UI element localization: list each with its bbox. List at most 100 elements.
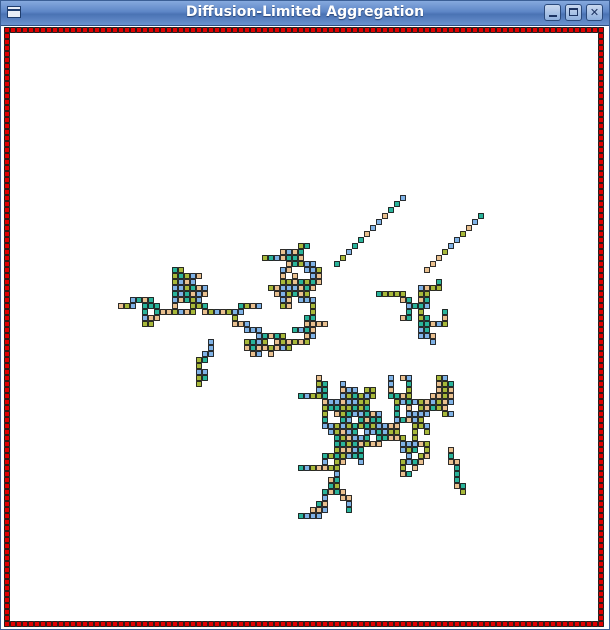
border-cell: [64, 27, 70, 33]
particle-cell: [328, 489, 334, 495]
maximize-button[interactable]: [565, 4, 582, 21]
close-button[interactable]: ✕: [586, 4, 603, 21]
border-cell: [346, 621, 352, 627]
border-cell: [532, 621, 538, 627]
particle-cell: [448, 381, 454, 387]
particle-cell: [304, 297, 310, 303]
particle-cell: [178, 273, 184, 279]
border-cell: [316, 621, 322, 627]
border-cell: [46, 621, 52, 627]
particle-cell: [304, 513, 310, 519]
border-cell: [316, 27, 322, 33]
minimize-button[interactable]: [544, 4, 561, 21]
border-cell: [298, 621, 304, 627]
particle-cell: [346, 495, 352, 501]
particle-cell: [316, 381, 322, 387]
particle-cell: [424, 291, 430, 297]
particle-cell: [358, 417, 364, 423]
particle-cell: [160, 309, 166, 315]
particle-cell: [430, 393, 436, 399]
particle-cell: [280, 267, 286, 273]
border-cell: [208, 621, 214, 627]
border-cell: [100, 621, 106, 627]
particle-cell: [340, 399, 346, 405]
particle-cell: [472, 219, 478, 225]
particle-cell: [154, 303, 160, 309]
border-cell: [574, 27, 580, 33]
border-cell: [598, 27, 604, 33]
particle-cell: [250, 339, 256, 345]
particle-cell: [424, 399, 430, 405]
particle-cell: [208, 339, 214, 345]
border-cell: [598, 291, 604, 297]
particle-cell: [274, 255, 280, 261]
particle-cell: [304, 285, 310, 291]
particle-cell: [196, 297, 202, 303]
particle-cell: [364, 429, 370, 435]
particle-cell: [394, 429, 400, 435]
particle-cell: [292, 285, 298, 291]
particle-cell: [334, 477, 340, 483]
particle-cell: [382, 291, 388, 297]
border-cell: [586, 27, 592, 33]
border-cell: [160, 27, 166, 33]
border-cell: [598, 237, 604, 243]
border-cell: [4, 201, 10, 207]
border-cell: [112, 27, 118, 33]
border-cell: [322, 621, 328, 627]
border-cell: [4, 153, 10, 159]
border-cell: [544, 27, 550, 33]
border-cell: [190, 27, 196, 33]
particle-cell: [418, 315, 424, 321]
border-cell: [4, 441, 10, 447]
particle-cell: [178, 267, 184, 273]
border-cell: [4, 501, 10, 507]
border-cell: [598, 195, 604, 201]
particle-cell: [142, 303, 148, 309]
particle-cell: [178, 285, 184, 291]
particle-cell: [424, 327, 430, 333]
border-cell: [592, 621, 598, 627]
border-cell: [478, 621, 484, 627]
particle-cell: [202, 303, 208, 309]
particle-cell: [406, 453, 412, 459]
particle-cell: [322, 321, 328, 327]
particle-cell: [406, 303, 412, 309]
particle-cell: [346, 429, 352, 435]
particle-cell: [172, 291, 178, 297]
border-cell: [280, 621, 286, 627]
particle-cell: [346, 387, 352, 393]
border-cell: [4, 231, 10, 237]
particle-cell: [418, 333, 424, 339]
particle-cell: [370, 423, 376, 429]
simulation-canvas[interactable]: [4, 27, 606, 627]
border-cell: [574, 621, 580, 627]
particle-cell: [262, 333, 268, 339]
border-cell: [340, 621, 346, 627]
border-cell: [598, 519, 604, 525]
particle-cell: [424, 285, 430, 291]
particle-cell: [376, 423, 382, 429]
particle-cell: [418, 405, 424, 411]
particle-cell: [394, 399, 400, 405]
particle-cell: [400, 297, 406, 303]
particle-cell: [292, 261, 298, 267]
border-cell: [598, 87, 604, 93]
window-menu-icon[interactable]: [7, 6, 21, 18]
border-cell: [598, 609, 604, 615]
particle-cell: [424, 303, 430, 309]
particle-cell: [316, 501, 322, 507]
border-cell: [4, 423, 10, 429]
particle-cell: [184, 279, 190, 285]
border-cell: [526, 621, 532, 627]
border-cell: [4, 189, 10, 195]
border-cell: [4, 99, 10, 105]
particle-cell: [142, 309, 148, 315]
border-cell: [268, 27, 274, 33]
particle-cell: [346, 405, 352, 411]
particle-cell: [418, 441, 424, 447]
title-bar[interactable]: Diffusion-Limited Aggregation ✕: [1, 1, 609, 26]
border-cell: [598, 201, 604, 207]
particle-cell: [442, 399, 448, 405]
border-cell: [598, 51, 604, 57]
